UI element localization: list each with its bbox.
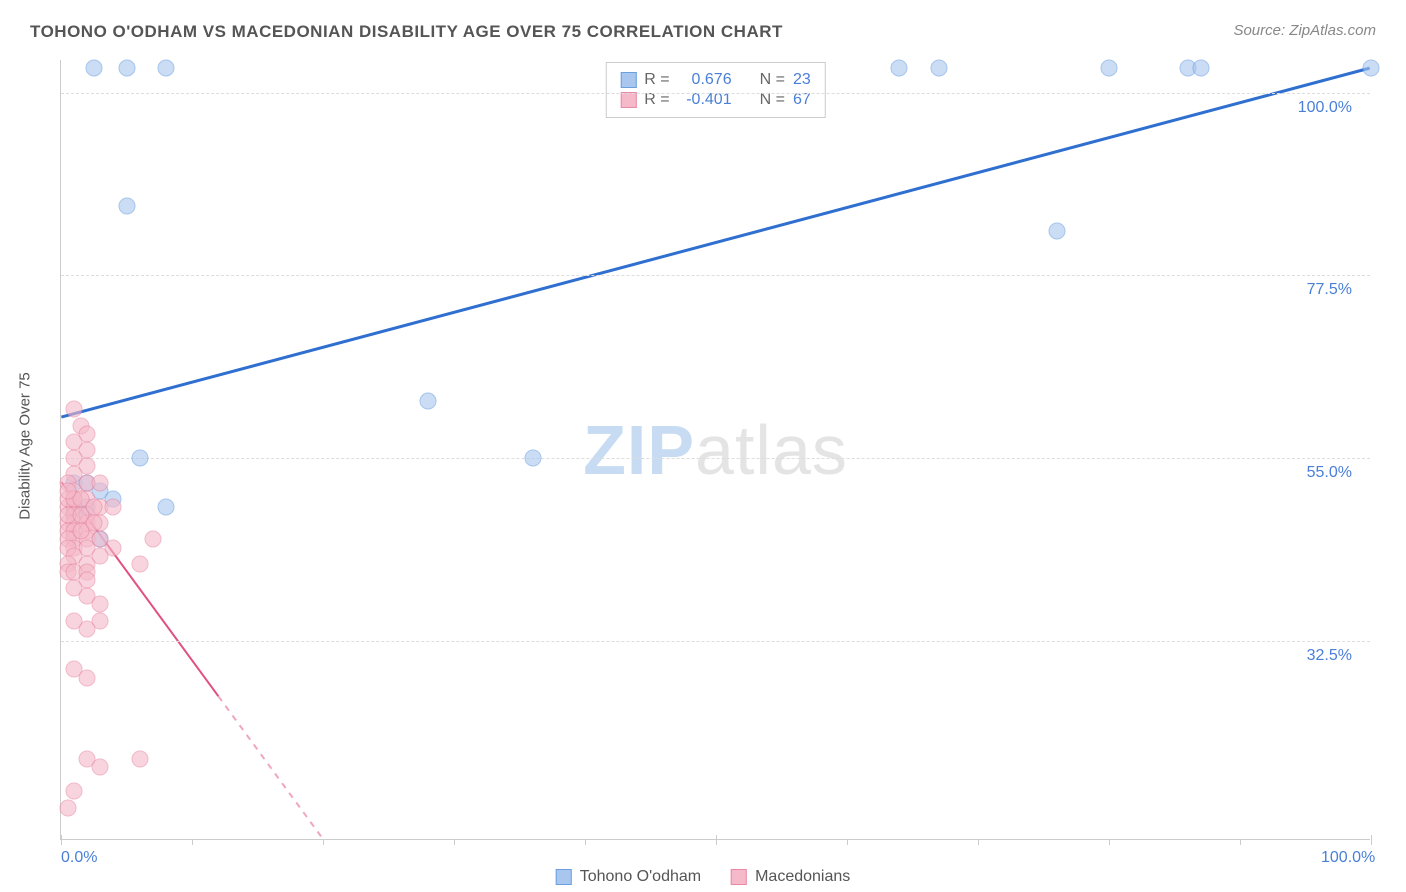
legend-n-label: N = — [760, 71, 785, 89]
x-tick — [454, 839, 455, 845]
y-tick-label: 32.5% — [1307, 647, 1352, 665]
x-tick — [323, 839, 324, 845]
plot-area: ZIPatlas R = 0.676 N = 23 R = -0.401 N = 67 32.… — [60, 60, 1370, 840]
y-axis-label: Disability Age Over 75 — [17, 372, 34, 520]
data-point — [144, 531, 161, 548]
legend-n-value: 23 — [793, 71, 811, 89]
x-tick — [1371, 835, 1372, 845]
gridline — [61, 93, 1370, 94]
data-point — [157, 60, 174, 77]
source-credit: Source: ZipAtlas.com — [1233, 22, 1376, 39]
data-point — [66, 783, 83, 800]
data-point — [79, 669, 96, 686]
series-legend-label: Tohono O'odham — [580, 868, 701, 886]
x-tick — [61, 835, 62, 845]
legend-r-label: R = — [644, 91, 669, 109]
legend-r-value: 0.676 — [678, 71, 732, 89]
y-tick-label: 100.0% — [1298, 99, 1352, 117]
data-point — [1363, 60, 1380, 77]
series-legend-label: Macedonians — [755, 868, 850, 886]
legend-swatch — [556, 869, 572, 885]
gridline — [61, 641, 1370, 642]
gridline — [61, 275, 1370, 276]
data-point — [59, 482, 76, 499]
legend-row: R = -0.401 N = 67 — [620, 91, 810, 109]
trend-lines-svg — [61, 60, 1370, 839]
legend-r-value: -0.401 — [678, 91, 732, 109]
data-point — [1048, 222, 1065, 239]
legend-swatch — [620, 92, 636, 108]
x-tick — [978, 839, 979, 845]
x-tick-label: 0.0% — [61, 849, 97, 867]
data-point — [85, 60, 102, 77]
data-point — [891, 60, 908, 77]
data-point — [92, 596, 109, 613]
series-legend-item: Tohono O'odham — [556, 868, 701, 886]
data-point — [92, 547, 109, 564]
watermark: ZIPatlas — [583, 410, 848, 490]
chart-title: TOHONO O'ODHAM VS MACEDONIAN DISABILITY … — [30, 22, 783, 42]
x-tick — [1240, 839, 1241, 845]
x-tick — [192, 839, 193, 845]
data-point — [92, 474, 109, 491]
data-point — [59, 799, 76, 816]
legend-row: R = 0.676 N = 23 — [620, 71, 810, 89]
legend-swatch — [620, 72, 636, 88]
data-point — [1101, 60, 1118, 77]
data-point — [118, 60, 135, 77]
data-point — [930, 60, 947, 77]
data-point — [131, 750, 148, 767]
data-point — [131, 450, 148, 467]
data-point — [131, 555, 148, 572]
watermark-atlas: atlas — [695, 411, 848, 489]
data-point — [66, 580, 83, 597]
gridline — [61, 458, 1370, 459]
data-point — [118, 198, 135, 215]
legend-n-label: N = — [760, 91, 785, 109]
x-tick-label: 100.0% — [1321, 849, 1375, 867]
data-point — [72, 523, 89, 540]
data-point — [419, 393, 436, 410]
x-tick — [716, 835, 717, 845]
x-tick — [1109, 839, 1110, 845]
x-tick — [585, 839, 586, 845]
data-point — [92, 758, 109, 775]
legend-n-value: 67 — [793, 91, 811, 109]
correlation-legend: R = 0.676 N = 23 R = -0.401 N = 67 — [605, 62, 825, 118]
data-point — [1192, 60, 1209, 77]
series-legend: Tohono O'odham Macedonians — [556, 868, 851, 886]
legend-r-label: R = — [644, 71, 669, 89]
y-tick-label: 55.0% — [1307, 464, 1352, 482]
series-legend-item: Macedonians — [731, 868, 850, 886]
data-point — [66, 401, 83, 418]
legend-swatch — [731, 869, 747, 885]
watermark-zip: ZIP — [583, 411, 695, 489]
data-point — [524, 450, 541, 467]
x-tick — [847, 839, 848, 845]
data-point — [105, 498, 122, 515]
data-point — [157, 498, 174, 515]
data-point — [66, 612, 83, 629]
y-tick-label: 77.5% — [1307, 281, 1352, 299]
